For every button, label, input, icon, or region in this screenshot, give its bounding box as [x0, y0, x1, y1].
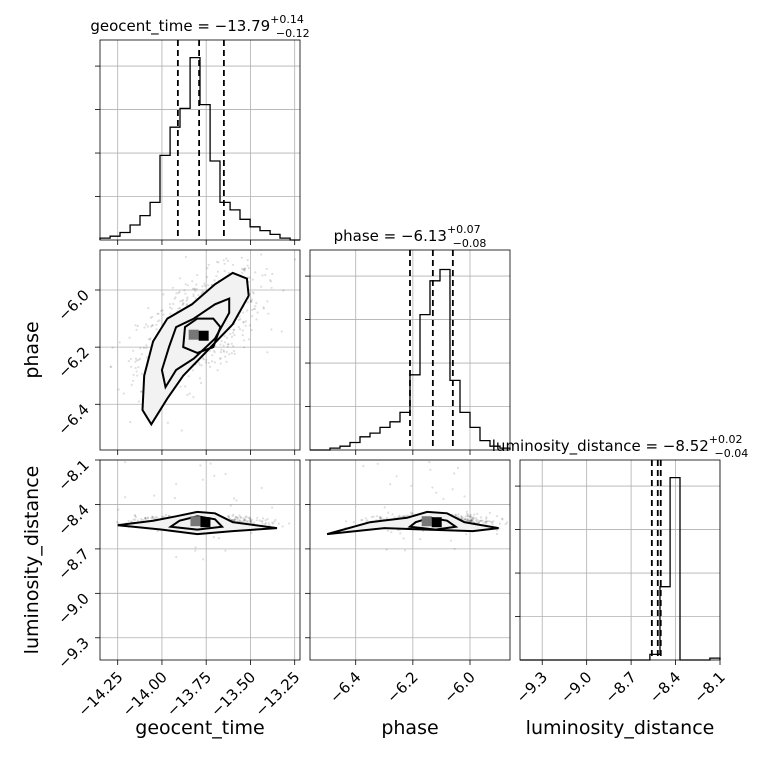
density-peak	[200, 517, 211, 528]
histogram-phase	[310, 268, 511, 451]
x-tick-label-luminosity_distance: −9.3	[513, 668, 551, 706]
hist-panel-phase	[305, 249, 511, 451]
density-peak	[431, 517, 442, 528]
x-tick-label-geocent_time: −14.00	[119, 668, 171, 720]
density-peak	[198, 330, 209, 341]
panel-title-geocent_time: geocent_time = −13.79+0.14 −0.12	[90, 13, 309, 40]
contour-level-0	[141, 271, 250, 427]
x-tick-label-phase: −6.2	[383, 668, 421, 706]
histogram-geocent_time	[99, 56, 300, 241]
y-tick-label-luminosity_distance: −9.3	[54, 634, 92, 672]
density-peak-shade	[188, 329, 199, 340]
scatter-panel-geocent_time-vs-phase	[99, 249, 301, 451]
density-peak-shade	[421, 516, 432, 527]
x-axis-label-geocent_time: geocent_time	[135, 717, 264, 739]
contour-level-1	[167, 515, 225, 531]
panel-frame	[99, 249, 301, 451]
panel-frame	[309, 249, 511, 451]
x-tick-label-luminosity_distance: −8.7	[601, 668, 639, 706]
x-tick-label-phase: −6.4	[326, 668, 364, 706]
contour-level-1	[160, 297, 231, 390]
x-tick-label-luminosity_distance: −8.4	[646, 668, 684, 706]
hist-panel-geocent_time	[95, 39, 301, 241]
x-tick-label-geocent_time: −13.25	[252, 668, 304, 720]
contour-level-0	[326, 510, 499, 536]
contour-level-0	[117, 510, 278, 536]
contour-level-2	[182, 317, 222, 354]
sample-cloud	[344, 461, 509, 552]
panel-frame	[309, 459, 511, 661]
hist-panel-luminosity_distance	[515, 459, 721, 661]
contour-fill	[142, 272, 249, 425]
y-tick-label-luminosity_distance: −8.1	[54, 456, 92, 494]
y-axis-label-phase: phase	[21, 321, 43, 378]
panel-frame	[99, 39, 301, 241]
x-tick-label-luminosity_distance: −9.0	[557, 668, 595, 706]
y-tick-label-luminosity_distance: −8.4	[54, 501, 92, 539]
scatter-panel-geocent_time-vs-luminosity_distance	[99, 459, 301, 661]
x-axis-label-phase: phase	[381, 717, 438, 739]
x-tick-label-geocent_time: −13.75	[163, 668, 215, 720]
density-peak-shade	[190, 516, 201, 527]
panel-frame	[99, 459, 301, 661]
panel-title-luminosity_distance: luminosity_distance = −8.52+0.02 −0.04	[492, 433, 748, 460]
y-tick-label-luminosity_distance: −9.0	[54, 589, 92, 627]
x-axis-label-luminosity_distance: luminosity_distance	[526, 717, 715, 739]
y-axis-label-luminosity_distance: luminosity_distance	[21, 466, 43, 655]
histogram-luminosity_distance	[520, 476, 721, 661]
panel-frame	[519, 459, 721, 661]
y-tick-label-phase: −6.0	[54, 286, 92, 324]
scatter-panel-phase-vs-luminosity_distance	[309, 459, 511, 661]
y-tick-label-phase: −6.2	[54, 343, 92, 381]
panel-title-phase: phase = −6.13+0.07 −0.08	[334, 223, 487, 250]
x-tick-label-geocent_time: −14.25	[75, 668, 127, 720]
x-tick-label-phase: −6.0	[440, 668, 478, 706]
x-tick-label-luminosity_distance: −8.1	[690, 668, 728, 706]
y-tick-label-phase: −6.4	[54, 400, 92, 438]
y-tick-label-luminosity_distance: −8.7	[54, 545, 92, 583]
contour-level-1	[407, 516, 459, 531]
x-tick-label-geocent_time: −13.50	[207, 668, 259, 720]
contour-fill	[327, 511, 499, 535]
sample-cloud	[115, 461, 291, 561]
